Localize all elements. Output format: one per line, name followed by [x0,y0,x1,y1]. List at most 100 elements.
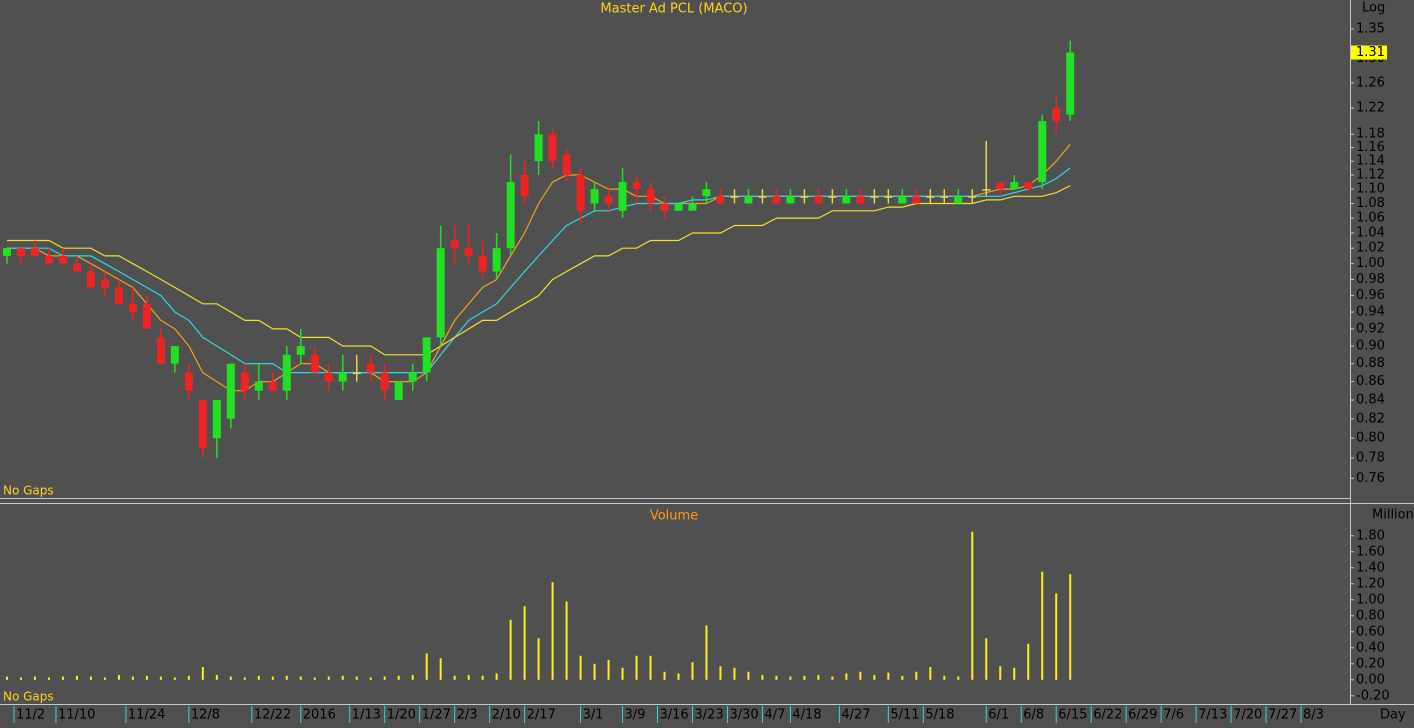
volume-bar [887,672,890,680]
x-tick-label: 8/3 [1303,708,1324,723]
candle-body [58,255,67,264]
x-tick-label: 5/18 [925,708,954,723]
candle-body [366,363,375,373]
y-tick-label: 1.60 [1356,544,1385,559]
chart-title: Volume [650,509,698,524]
volume-bar [19,677,22,680]
y-tick-label: 1.40 [1356,560,1385,575]
y-tick-label: 1.06 [1356,211,1385,226]
candle-body [268,381,277,391]
candle-body [450,240,459,249]
volume-bar [705,625,708,680]
volume-bar [929,667,932,680]
y-tick-label: 0.20 [1356,656,1385,671]
x-tick-label: 6/15 [1058,708,1087,723]
volume-bar [901,675,904,680]
y-tick-label: 0.76 [1356,471,1385,486]
y-tick-label: 1.80 [1356,528,1385,543]
candle-body [968,196,977,198]
y-tick-label: 1.26 [1356,75,1385,90]
volume-bar [747,671,750,680]
volume-bar [341,675,344,680]
candle-body [310,354,319,373]
candle-body [184,372,193,391]
x-tick-label: 11/2 [16,708,45,723]
volume-bar [565,601,568,680]
volume-bar [327,676,330,680]
volume-bar [663,671,666,680]
volume-bar [537,638,540,680]
axis-label: Million [1372,508,1414,523]
candle-body [870,196,879,198]
x-tick-label: 11/24 [128,708,165,723]
x-tick-label: 7/27 [1268,708,1297,723]
x-tick-label: 2/10 [492,708,521,723]
candle-body [506,182,515,249]
volume-bar [635,655,638,680]
x-tick-label: 6/29 [1128,708,1157,723]
candle-body [926,196,935,198]
last-price-label: 1.31 [1356,45,1385,60]
volume-bar [215,675,218,680]
volume-bar [817,675,820,680]
y-tick-label: 1.02 [1356,241,1385,256]
volume-bar [845,673,848,680]
candle-body [604,196,613,204]
candle-body [408,372,417,382]
y-tick-label: 0.94 [1356,305,1385,320]
x-tick-label: 4/27 [841,708,870,723]
volume-bar [159,676,162,680]
x-tick-label: 3/30 [729,708,758,723]
volume-bar [467,675,470,680]
candle-body [884,196,893,198]
volume-bar [607,659,610,680]
x-tick-label: 2016 [303,708,336,723]
volume-bar [677,673,680,680]
y-tick-label: 1.08 [1356,196,1385,211]
candle-body [282,354,291,391]
x-tick-label: 3/1 [583,708,604,723]
x-tick-label: 5/11 [890,708,919,723]
y-tick-label: 1.22 [1356,101,1385,116]
volume-bar [985,638,988,680]
volume-bar [481,675,484,680]
candle-body [912,196,921,204]
y-tick-label: 0.88 [1356,356,1385,371]
volume-bar [1069,574,1072,680]
volume-bar [369,677,372,680]
volume-bar [243,677,246,680]
candle-body [380,372,389,391]
volume-bar [397,675,400,680]
candle-body [128,303,137,313]
y-tick-label: 1.00 [1356,256,1385,271]
y-tick-label: 0.80 [1356,431,1385,446]
volume-bar [47,677,50,680]
candle-body [898,196,907,204]
candle-body [254,381,263,391]
volume-bar [411,675,414,680]
volume-bar [355,676,358,680]
volume-bar [523,606,526,680]
candle-body [576,175,585,211]
volume-bar [299,676,302,680]
y-tick-label: 0.90 [1356,339,1385,354]
candle-body [296,346,305,355]
y-tick-label: 0.96 [1356,288,1385,303]
candle-body [114,287,123,304]
volume-bar [75,675,78,680]
x-tick-label: 6/22 [1093,708,1122,723]
x-tick-label: 4/7 [764,708,785,723]
moving-average [7,185,1071,356]
volume-bar [1027,643,1030,680]
candle-body [394,381,403,400]
volume-bar [593,663,596,680]
candle-body [982,189,991,191]
candle-body [758,196,767,198]
candle-body [688,203,697,211]
volume-bar [131,676,134,680]
x-tick-label: 3/9 [625,708,646,723]
volume-bar [831,676,834,680]
x-tick-label: 12/22 [254,708,291,723]
